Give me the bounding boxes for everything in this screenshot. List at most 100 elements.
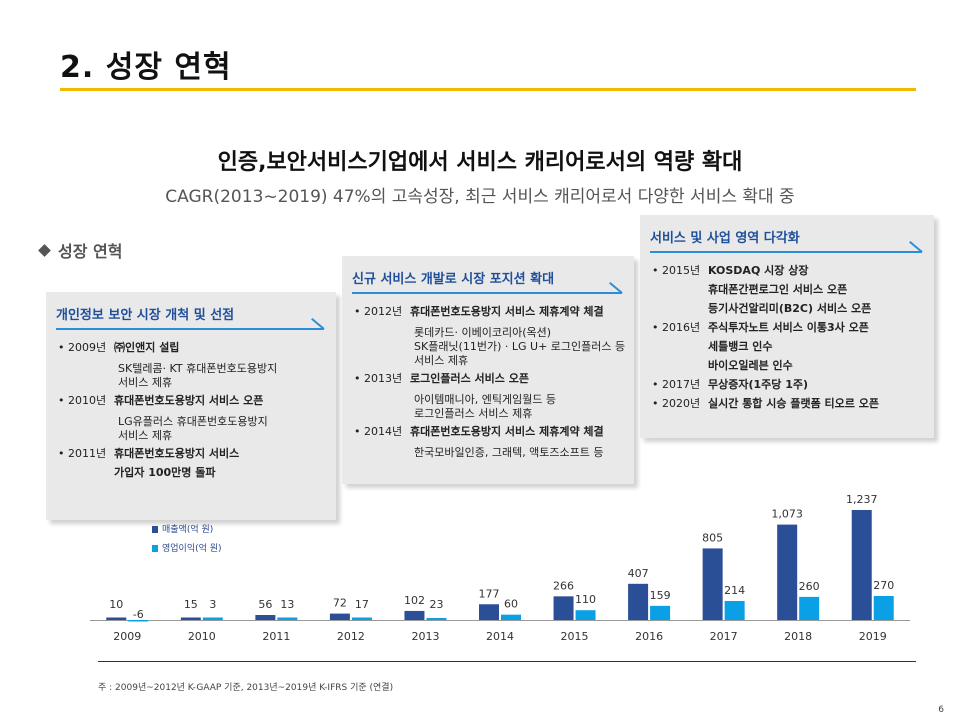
entry-year: • 2013년 xyxy=(354,372,403,385)
revenue-bar xyxy=(702,548,723,620)
page-number: 6 xyxy=(938,705,944,715)
revenue-bar xyxy=(106,617,127,620)
footnote: 주 : 2009년~2012년 K-GAAP 기준, 2013년~2019년 K… xyxy=(98,683,394,693)
panel-entry: • 2011년 휴대폰번호도용방지 서비스 xyxy=(58,446,239,461)
x-tick-label: 2017 xyxy=(710,630,738,643)
revenue-bar xyxy=(479,604,499,620)
revenue-data-label: 177 xyxy=(479,587,500,600)
panel-entry: 가입자 100만명 돌파 xyxy=(58,465,215,480)
revenue-data-label: 266 xyxy=(553,579,574,592)
revenue-data-label: 805 xyxy=(702,531,723,544)
panel-entry: 세틀뱅크 인수 xyxy=(652,339,773,354)
history-panel-1: 개인정보 보안 시장 개척 및 선점 • 2009년 ㈜인앤지 설립 SK텔레콤· K… xyxy=(46,292,336,520)
x-tick-label: 2013 xyxy=(411,630,439,643)
op-profit-bar xyxy=(650,605,671,620)
entry-detail: 서비스 제휴 xyxy=(118,429,173,442)
x-tick-label: 2009 xyxy=(113,630,141,643)
x-tick-label: 2012 xyxy=(337,630,365,643)
title-underline xyxy=(60,88,916,91)
op-profit-bar xyxy=(351,617,372,620)
op-profit-data-label: 17 xyxy=(355,598,369,611)
op-profit-data-label: 23 xyxy=(429,598,443,611)
op-profit-data-label: 214 xyxy=(724,584,745,597)
revenue-data-label: 1,073 xyxy=(771,508,803,521)
entry-detail: 서비스 제휴 xyxy=(118,376,173,389)
panel-heading-rule xyxy=(650,251,922,253)
revenue-bar xyxy=(180,617,201,620)
op-profit-bar xyxy=(501,614,521,620)
panel-entry: • 2014년 휴대폰번호도용방지 서비스 제휴계약 체결 xyxy=(354,424,604,439)
entry-detail: 롯데카드· 이베이코리아(옥션) xyxy=(414,326,552,339)
x-tick-label: 2015 xyxy=(561,630,589,643)
entry-detail: LG유플러스 휴대폰번호도용방지 xyxy=(118,415,268,428)
history-panel-2: 신규 서비스 개발로 시장 포지션 확대 • 2012년 휴대폰번호도용방지 서비스… xyxy=(342,256,634,484)
x-tick-label: 2011 xyxy=(262,630,290,643)
legend-item-op-profit: 영업이익(억 원) xyxy=(152,541,222,554)
entry-year: • 2010년 xyxy=(58,394,107,407)
revenue-bar xyxy=(851,510,872,620)
entry-year: • 2011년 xyxy=(58,447,107,460)
op-profit-bar xyxy=(277,617,298,620)
op-profit-bar xyxy=(873,595,894,620)
entry-year: • 2016년 xyxy=(652,321,701,334)
headline: 인증,보안서비스기업에서 서비스 캐리어로서의 역량 확대 xyxy=(217,150,743,175)
revenue-data-label: 102 xyxy=(404,594,425,607)
revenue-data-label: 72 xyxy=(333,597,347,610)
revenue-bar xyxy=(329,613,350,620)
op-profit-bar xyxy=(724,600,745,620)
x-tick-label: 2016 xyxy=(635,630,663,643)
panel-entry: 등기사건알리미(B2C) 서비스 오픈 xyxy=(652,301,871,316)
op-profit-bar xyxy=(202,617,223,620)
section-label: 성장 연혁 xyxy=(38,238,123,262)
x-tick-label: 2018 xyxy=(784,630,812,643)
panel-heading-rule xyxy=(56,328,324,330)
revenue-bar xyxy=(404,610,425,620)
revenue-bar xyxy=(628,583,649,620)
entry-detail: 서비스 제휴 xyxy=(414,354,469,367)
panel-entry: • 2020년 실시간 통합 시승 플랫폼 티오르 오픈 xyxy=(652,396,879,411)
panel-entry: 휴대폰간편로그인 서비스 오픈 xyxy=(652,282,847,297)
page-title: 2. 성장 연혁 xyxy=(60,50,232,85)
panel-heading-rule xyxy=(352,292,622,294)
section-label-text: 성장 연혁 xyxy=(58,242,123,261)
panel-heading: 개인정보 보안 시장 개척 및 선점 xyxy=(56,308,235,323)
entry-text: KOSDAQ 시장 상장 xyxy=(708,264,809,277)
panel-entry: • 2009년 ㈜인앤지 설립 xyxy=(58,340,179,355)
op-profit-data-label: -6 xyxy=(133,608,144,621)
op-profit-data-label: 110 xyxy=(575,593,596,606)
legend-label-op-profit: 영업이익(억 원) xyxy=(162,544,222,554)
entry-text: 가입자 100만명 돌파 xyxy=(114,466,216,479)
panel-heading: 서비스 및 사업 영역 다각화 xyxy=(650,231,800,246)
entry-text: 주식투자노트 서비스 이통3사 오픈 xyxy=(708,321,869,334)
revenue-bar xyxy=(553,596,574,620)
legend-item-revenue: 매출액(억 원) xyxy=(152,522,213,535)
legend-swatch-op-profit xyxy=(152,545,158,552)
legend-swatch-revenue xyxy=(152,526,158,533)
panel-entry: 바이오일레븐 인수 xyxy=(652,358,793,373)
op-profit-bar xyxy=(128,620,149,622)
panel-entry: • 2013년 로그인플러스 서비스 오픈 xyxy=(354,371,529,386)
entry-year: • 2009년 xyxy=(58,341,107,354)
panel-heading: 신규 서비스 개발로 시장 포지션 확대 xyxy=(352,272,555,287)
revenue-data-label: 407 xyxy=(628,567,649,580)
entry-year: • 2012년 xyxy=(354,305,403,318)
panel-entry: • 2012년 휴대폰번호도용방지 서비스 제휴계약 체결 xyxy=(354,304,604,319)
revenue-data-label: 15 xyxy=(184,598,198,611)
entry-text: 로그인플러스 서비스 오픈 xyxy=(410,372,529,385)
op-profit-data-label: 260 xyxy=(799,580,820,593)
entry-detail: 한국모바일인증, 그래텍, 액토즈소프트 등 xyxy=(414,446,604,459)
revenue-bar xyxy=(255,615,276,620)
op-profit-data-label: 60 xyxy=(504,598,518,611)
entry-text: 등기사건알리미(B2C) 서비스 오픈 xyxy=(708,302,872,315)
panel-entry: • 2015년 KOSDAQ 시장 상장 xyxy=(652,263,808,278)
entry-detail: SK텔레콤· KT 휴대폰번호도용방지 xyxy=(118,362,278,375)
bottom-divider xyxy=(98,661,916,662)
entry-detail: SK플래닛(11번가) · LG U+ 로그인플러스 등 xyxy=(414,340,626,353)
entry-year: • 2020년 xyxy=(652,397,701,410)
panel-entry: • 2010년 휴대폰번호도용방지 서비스 오픈 xyxy=(58,393,263,408)
x-tick-label: 2010 xyxy=(188,630,216,643)
revenue-data-label: 56 xyxy=(258,598,272,611)
revenue-data-label: 10 xyxy=(109,598,123,611)
panel-entry: • 2016년 주식투자노트 서비스 이통3사 오픈 xyxy=(652,320,869,335)
